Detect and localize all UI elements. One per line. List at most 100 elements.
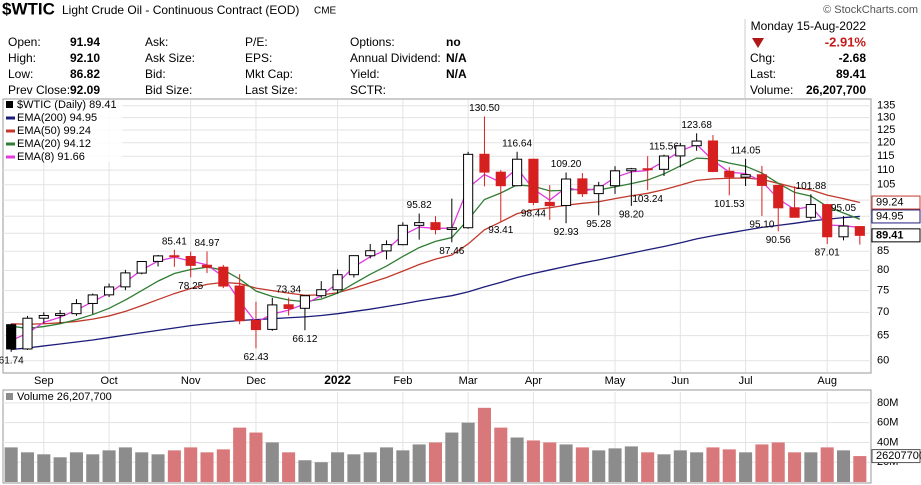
volume-bar: [494, 427, 508, 482]
field-value: 89.41: [836, 67, 866, 81]
x-tick-label: Dec: [246, 375, 266, 387]
field-label: SCTR:: [350, 83, 386, 97]
value-tag: 89.41: [876, 229, 904, 241]
candle-body: [365, 250, 376, 257]
candle-body: [528, 158, 539, 203]
low-annotation: 98.44: [521, 209, 546, 220]
candle-body: [593, 185, 604, 195]
candle-body: [773, 184, 784, 209]
volume-bar: [657, 454, 671, 482]
volume-bar: [200, 452, 214, 482]
candle-body: [120, 272, 131, 288]
high-annotation: 84.97: [194, 238, 219, 249]
x-tick-label: Jun: [671, 375, 689, 387]
legend-label: EMA(8) 91.66: [17, 151, 85, 163]
exchange: CME: [314, 6, 337, 17]
low-annotation: 61.74: [0, 355, 24, 366]
candle-body: [463, 153, 474, 229]
high-annotation: 101.88: [796, 181, 827, 192]
low-annotation: 62.43: [243, 352, 268, 363]
field-value: 91.94: [70, 35, 100, 49]
candle-body: [38, 314, 49, 319]
ema-line: [11, 215, 860, 351]
volume-bar: [347, 454, 361, 482]
legend-swatch: [6, 101, 13, 108]
field-value: N/A: [446, 51, 467, 65]
high-annotation: 95.82: [407, 200, 432, 211]
volume-bar: [331, 452, 345, 482]
value-tag-box: [871, 209, 921, 224]
value-tag: 99.24: [876, 196, 904, 208]
y-tick-label: 125: [877, 124, 895, 136]
field-label: Last:: [750, 67, 776, 81]
volume-bar: [265, 442, 279, 482]
y-tick-label: 65: [877, 330, 889, 342]
candle-body: [283, 304, 294, 309]
candle-body: [642, 168, 653, 171]
volume-bar: [592, 450, 606, 482]
candle-body: [201, 264, 213, 268]
x-tick-label: Jul: [739, 375, 753, 387]
candle-body: [414, 222, 425, 226]
volume-bar: [69, 452, 83, 482]
x-tick-label: May: [605, 375, 626, 387]
candle-body: [609, 170, 621, 187]
candle-body: [626, 168, 637, 172]
volume-bar: [788, 452, 802, 482]
high-annotation: 123.68: [681, 120, 712, 131]
volume-bar: [755, 444, 769, 482]
volume-bar: [151, 454, 165, 482]
y-tick-label: 130: [877, 112, 895, 124]
field-label: Mkt Cap:: [245, 67, 293, 81]
volume-bar: [184, 447, 198, 482]
candle-body: [838, 225, 849, 238]
volume-bar: [412, 444, 426, 482]
field-value: no: [446, 35, 461, 49]
x-tick-label: Aug: [817, 375, 837, 387]
volume-bar: [624, 446, 638, 482]
instrument-name: Light Crude Oil - Continuous Contract (E…: [62, 3, 299, 17]
volume-bar: [836, 450, 851, 482]
candle-body: [724, 170, 735, 178]
candle-body: [805, 204, 816, 218]
volume-bar: [102, 450, 116, 482]
field-value: 92.10: [70, 51, 100, 65]
x-tick-label: Mar: [459, 375, 478, 387]
ema-line: [11, 157, 861, 330]
y-tick-label: 60M: [877, 417, 898, 429]
down-arrow: [752, 38, 764, 48]
low-annotation: 66.12: [292, 334, 317, 345]
price-panel-border: [2, 98, 872, 374]
candle-body: [397, 224, 408, 246]
volume-bar: [477, 407, 491, 482]
candle-body: [854, 226, 865, 236]
volume-bar: [445, 432, 459, 482]
header: $WTIC Light Crude Oil - Continuous Contr…: [2, 0, 918, 98]
value-tag: 26207700: [876, 450, 921, 462]
field-value: 92.09: [70, 83, 100, 97]
y-tick-label: 40M: [877, 436, 898, 448]
field-label: Bid:: [145, 67, 166, 81]
low-annotation: 95.28: [586, 219, 611, 230]
field-label: Last Size:: [245, 83, 298, 97]
high-annotation: 114.05: [731, 145, 761, 156]
y-tick-label: 60: [877, 355, 889, 367]
change-percent: -2.91%: [825, 34, 867, 49]
volume-bar: [543, 442, 557, 482]
ema-line: [11, 177, 860, 325]
volume-bar: [771, 442, 785, 482]
volume-bar: [314, 462, 328, 482]
field-label: Annual Dividend:: [350, 51, 441, 65]
candle-body: [136, 260, 147, 274]
candle-body: [675, 145, 686, 157]
y-tick-label: 70: [877, 306, 889, 318]
volume-bar: [559, 444, 573, 482]
x-tick-label: Feb: [393, 375, 412, 387]
low-annotation: 98.20: [619, 210, 644, 221]
volume-bar: [363, 452, 377, 482]
candle-body: [55, 313, 66, 316]
candle-body: [71, 303, 82, 315]
candle-body: [316, 289, 327, 297]
field-label: Ask Size:: [145, 51, 195, 65]
